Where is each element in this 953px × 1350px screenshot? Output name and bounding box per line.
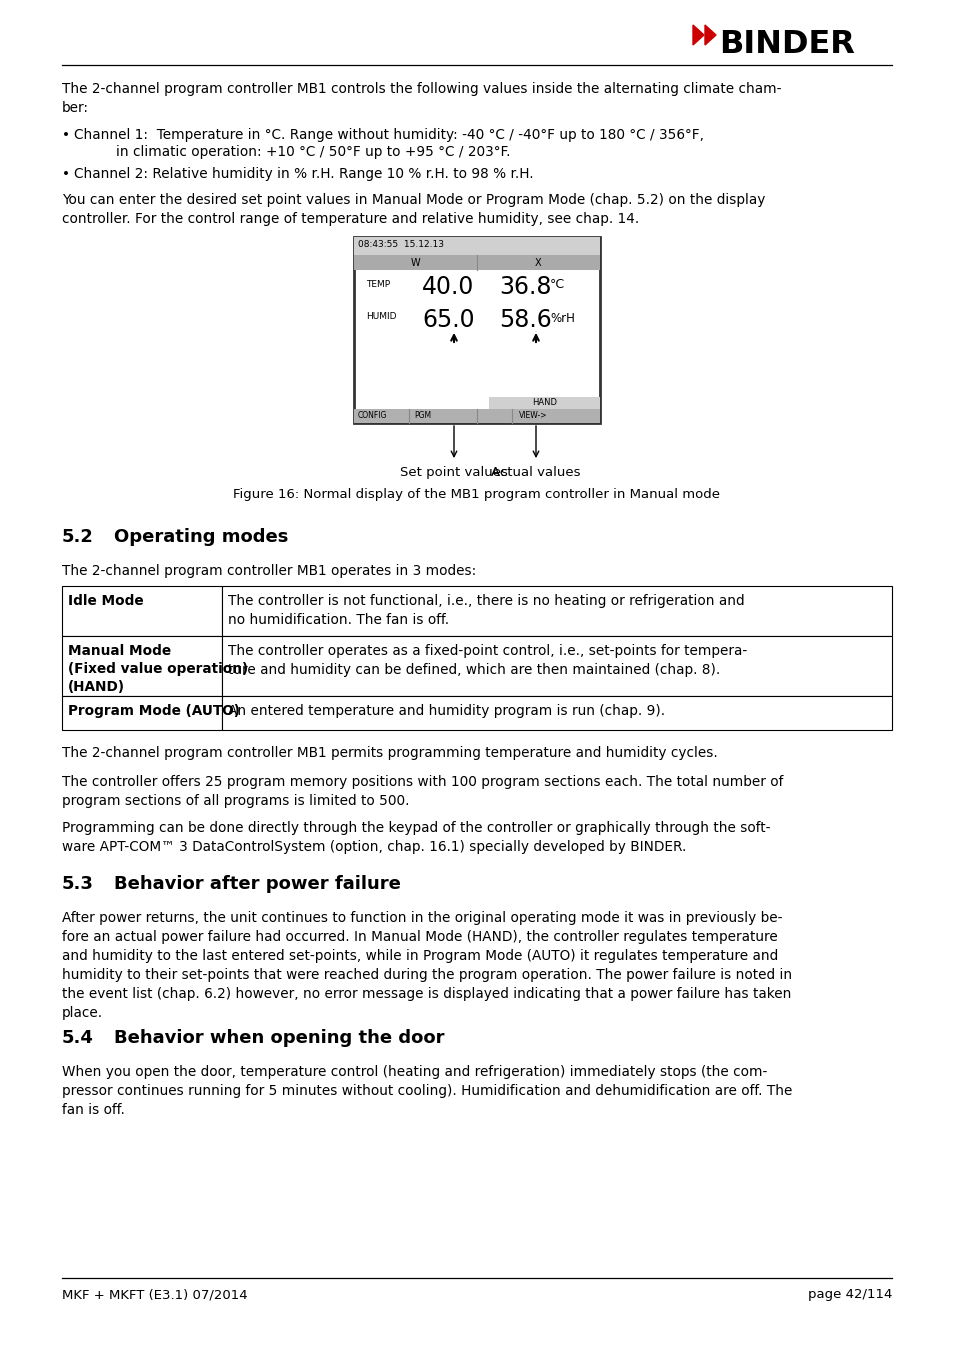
Polygon shape <box>692 26 703 45</box>
Text: The controller is not functional, i.e., there is no heating or refrigeration and: The controller is not functional, i.e., … <box>228 594 744 626</box>
Text: You can enter the desired set point values in Manual Mode or Program Mode (chap.: You can enter the desired set point valu… <box>62 193 764 225</box>
FancyBboxPatch shape <box>354 238 599 423</box>
Text: HAND: HAND <box>532 398 557 406</box>
Text: The 2-channel program controller MB1 permits programming temperature and humidit: The 2-channel program controller MB1 per… <box>62 747 717 760</box>
FancyBboxPatch shape <box>62 697 222 730</box>
Text: page 42/114: page 42/114 <box>807 1288 891 1301</box>
Text: VIEW->: VIEW-> <box>518 410 547 420</box>
Text: MKF + MKFT (E3.1) 07/2014: MKF + MKFT (E3.1) 07/2014 <box>62 1288 248 1301</box>
Text: TEMP: TEMP <box>366 279 390 289</box>
Text: Set point values: Set point values <box>399 466 507 479</box>
Text: 5.4: 5.4 <box>62 1029 93 1048</box>
Text: 5.3: 5.3 <box>62 875 93 892</box>
FancyBboxPatch shape <box>222 636 891 697</box>
Polygon shape <box>704 26 716 45</box>
Text: Behavior when opening the door: Behavior when opening the door <box>113 1029 444 1048</box>
Text: Programming can be done directly through the keypad of the controller or graphic: Programming can be done directly through… <box>62 821 770 855</box>
Text: 08:43:55  15.12.13: 08:43:55 15.12.13 <box>357 240 443 248</box>
Text: When you open the door, temperature control (heating and refrigeration) immediat: When you open the door, temperature cont… <box>62 1065 792 1116</box>
Text: The 2-channel program controller MB1 operates in 3 modes:: The 2-channel program controller MB1 ope… <box>62 564 476 578</box>
Text: BINDER: BINDER <box>719 28 854 59</box>
Text: HUMID: HUMID <box>366 312 396 321</box>
Text: °C: °C <box>550 278 564 292</box>
Text: 40.0: 40.0 <box>421 275 474 298</box>
Text: The controller offers 25 program memory positions with 100 program sections each: The controller offers 25 program memory … <box>62 775 782 807</box>
FancyBboxPatch shape <box>354 409 599 423</box>
Text: PGM: PGM <box>414 410 431 420</box>
Text: CONFIG: CONFIG <box>357 410 387 420</box>
FancyBboxPatch shape <box>62 636 222 697</box>
FancyBboxPatch shape <box>354 255 599 270</box>
FancyBboxPatch shape <box>62 586 222 636</box>
Text: W: W <box>410 258 420 269</box>
Text: %rH: %rH <box>550 312 575 325</box>
Text: X: X <box>535 258 541 269</box>
Text: An entered temperature and humidity program is run (chap. 9).: An entered temperature and humidity prog… <box>228 703 664 718</box>
Text: in climatic operation: +10 °C / 50°F up to +95 °C / 203°F.: in climatic operation: +10 °C / 50°F up … <box>116 144 510 159</box>
Text: Manual Mode
(Fixed value operation)
(HAND): Manual Mode (Fixed value operation) (HAN… <box>68 644 248 694</box>
Text: 58.6: 58.6 <box>498 308 551 332</box>
Text: Program Mode (AUTO): Program Mode (AUTO) <box>68 703 239 718</box>
Text: 36.8: 36.8 <box>498 275 551 298</box>
Text: Channel 1:  Temperature in °C. Range without humidity: -40 °C / -40°F up to 180 : Channel 1: Temperature in °C. Range with… <box>74 128 703 142</box>
FancyBboxPatch shape <box>354 238 599 255</box>
Text: Idle Mode: Idle Mode <box>68 594 144 608</box>
Text: Channel 2: Relative humidity in % r.H. Range 10 % r.H. to 98 % r.H.: Channel 2: Relative humidity in % r.H. R… <box>74 167 533 181</box>
Text: Behavior after power failure: Behavior after power failure <box>113 875 400 892</box>
FancyBboxPatch shape <box>222 586 891 636</box>
Text: 65.0: 65.0 <box>421 308 475 332</box>
Text: •: • <box>62 167 70 181</box>
FancyBboxPatch shape <box>222 697 891 730</box>
Text: 5.2: 5.2 <box>62 528 93 545</box>
Text: •: • <box>62 128 70 142</box>
Text: After power returns, the unit continues to function in the original operating mo: After power returns, the unit continues … <box>62 911 791 1019</box>
Text: Actual values: Actual values <box>491 466 580 479</box>
Text: The controller operates as a fixed-point control, i.e., set-points for tempera-
: The controller operates as a fixed-point… <box>228 644 746 676</box>
FancyBboxPatch shape <box>489 397 599 410</box>
Text: Operating modes: Operating modes <box>113 528 288 545</box>
Text: Figure 16: Normal display of the MB1 program controller in Manual mode: Figure 16: Normal display of the MB1 pro… <box>233 487 720 501</box>
Text: The 2-channel program controller MB1 controls the following values inside the al: The 2-channel program controller MB1 con… <box>62 82 781 115</box>
